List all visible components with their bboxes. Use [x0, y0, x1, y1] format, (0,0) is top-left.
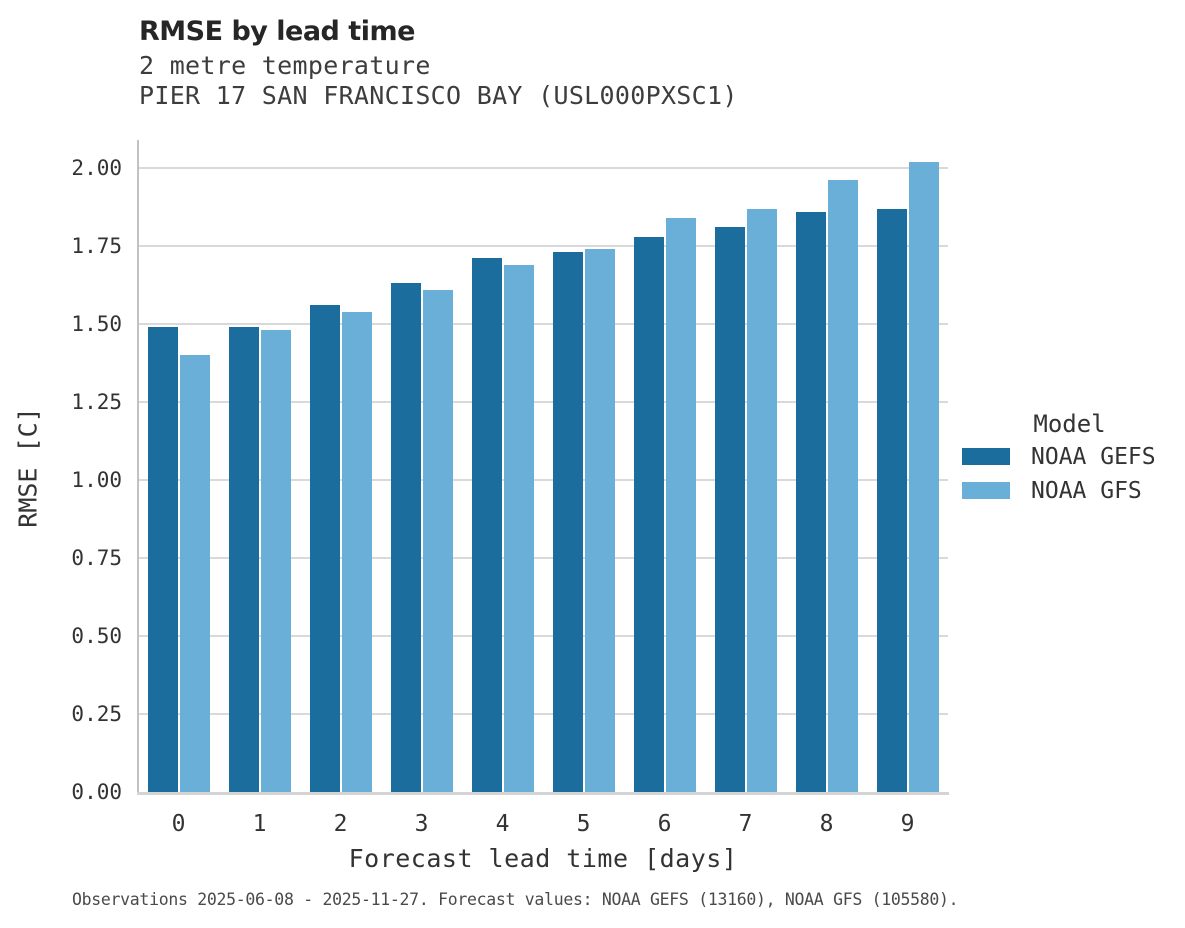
bar-noaa-gefs-day0: [148, 327, 178, 792]
x-tick-label: 6: [657, 811, 672, 837]
x-tick-label: 8: [819, 811, 834, 837]
gridline: [138, 713, 948, 715]
bar-noaa-gefs-day6: [634, 237, 664, 792]
x-tick-label: 9: [900, 811, 915, 837]
legend-title: Model: [1033, 410, 1106, 438]
x-tick-label: 0: [171, 811, 186, 837]
bar-noaa-gfs-day2: [342, 312, 372, 792]
y-axis-spine: [137, 140, 139, 795]
y-tick-label: 1.50: [71, 312, 122, 336]
y-axis-label: RMSE [C]: [13, 407, 43, 528]
bar-noaa-gfs-day0: [180, 355, 210, 792]
x-tick-label: 5: [576, 811, 591, 837]
bar-noaa-gfs-day1: [261, 330, 291, 792]
chart-subtitle-station: PIER 17 SAN FRANCISCO BAY (USL000PXSC1): [139, 81, 738, 110]
bar-noaa-gefs-day9: [877, 209, 907, 792]
x-tick-label: 3: [414, 811, 429, 837]
y-tick-label: 0.00: [71, 780, 122, 804]
x-tick-label: 1: [252, 811, 267, 837]
legend-swatch: [962, 482, 1010, 499]
bar-noaa-gfs-day3: [423, 290, 453, 792]
gridline: [138, 557, 948, 559]
x-tick-label: 4: [495, 811, 510, 837]
bar-noaa-gfs-day7: [747, 209, 777, 792]
gridline: [138, 401, 948, 403]
chart-subtitle-variable: 2 metre temperature: [139, 51, 431, 80]
x-tick-label: 2: [333, 811, 348, 837]
gridline: [138, 323, 948, 325]
bar-noaa-gfs-day8: [828, 180, 858, 792]
x-tick-label: 7: [738, 811, 753, 837]
y-tick-label: 2.00: [71, 156, 122, 180]
legend-label: NOAA GEFS: [1031, 443, 1156, 470]
bar-noaa-gefs-day3: [391, 283, 421, 792]
bar-noaa-gefs-day8: [796, 212, 826, 792]
y-tick-label: 1.75: [71, 234, 122, 258]
bar-noaa-gfs-day4: [504, 265, 534, 792]
gridline: [138, 245, 948, 247]
bar-noaa-gefs-day1: [229, 327, 259, 792]
legend-item-noaa-gefs: NOAA GEFS: [962, 444, 1177, 470]
legend-label: NOAA GFS: [1031, 477, 1142, 504]
gridline: [138, 167, 948, 169]
bar-noaa-gefs-day4: [472, 258, 502, 792]
bar-noaa-gefs-day5: [553, 252, 583, 792]
legend-item-noaa-gfs: NOAA GFS: [962, 478, 1177, 504]
bar-noaa-gefs-day7: [715, 227, 745, 792]
y-tick-label: 1.25: [71, 390, 122, 414]
bar-noaa-gfs-day9: [909, 162, 939, 792]
gridline: [138, 479, 948, 481]
legend-items: NOAA GEFS NOAA GFS: [962, 444, 1177, 504]
chart-title: RMSE by lead time: [139, 16, 415, 47]
y-tick-label: 0.50: [71, 624, 122, 648]
x-axis-spine: [137, 792, 949, 795]
x-axis-label: Forecast lead time [days]: [348, 844, 738, 873]
y-tick-label: 0.25: [71, 702, 122, 726]
chart-footnote: Observations 2025-06-08 - 2025-11-27. Fo…: [72, 890, 959, 909]
y-tick-label: 0.75: [71, 546, 122, 570]
legend-swatch: [962, 448, 1010, 465]
bar-noaa-gfs-day6: [666, 218, 696, 792]
legend: Model NOAA GEFS NOAA GFS: [962, 410, 1177, 516]
y-tick-label: 1.00: [71, 468, 122, 492]
bar-noaa-gefs-day2: [310, 305, 340, 792]
gridline: [138, 635, 948, 637]
bar-noaa-gfs-day5: [585, 249, 615, 792]
